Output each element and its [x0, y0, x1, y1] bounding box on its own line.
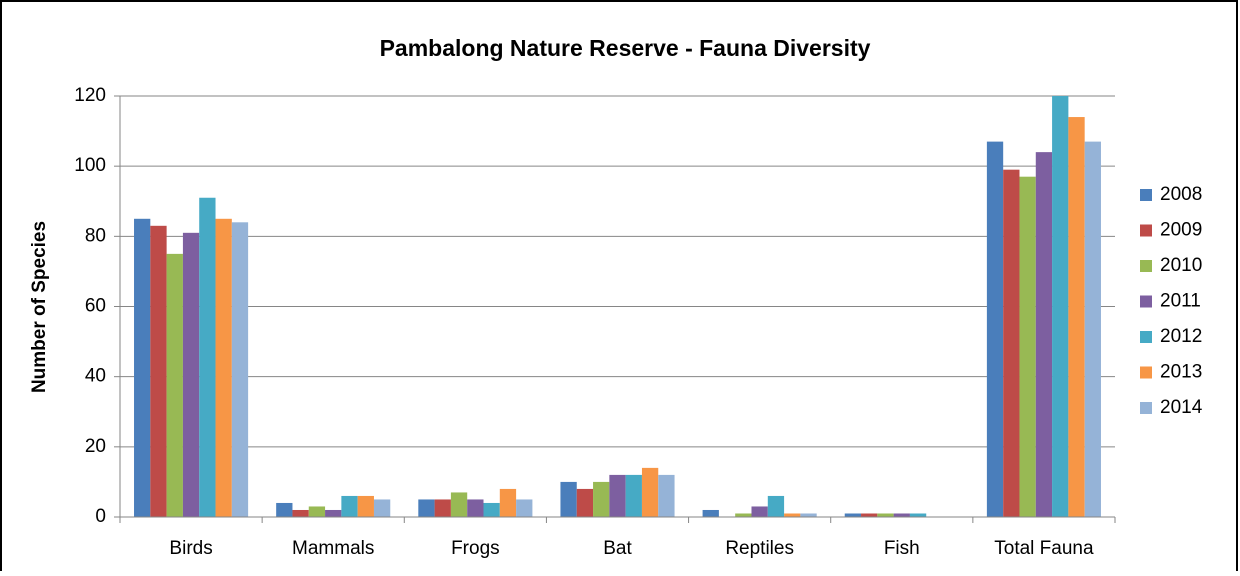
bar [800, 513, 817, 517]
y-tick-label: 120 [74, 85, 106, 106]
bar [467, 499, 484, 517]
bar [325, 509, 342, 517]
y-tick-label: 80 [85, 225, 106, 246]
bar [702, 509, 719, 517]
bar [751, 506, 768, 517]
bar [1052, 96, 1069, 517]
bar [357, 495, 374, 517]
bar [784, 513, 801, 517]
bar [1019, 176, 1036, 518]
bar [593, 481, 610, 517]
bar [625, 474, 642, 517]
legend-swatch [1140, 331, 1152, 343]
legend-label: 2010 [1160, 255, 1202, 276]
legend-label: 2013 [1160, 362, 1202, 383]
legend-swatch [1140, 295, 1152, 308]
bar [215, 218, 232, 517]
bar [182, 232, 200, 517]
y-tick-label: 40 [85, 366, 106, 387]
bar [150, 225, 167, 517]
y-axis-label: Number of Species [29, 221, 50, 393]
bar [658, 474, 675, 517]
y-tick-label: 60 [85, 296, 106, 317]
legend-label: 2011 [1160, 291, 1201, 312]
bar [1035, 152, 1053, 517]
bar [641, 467, 659, 517]
y-tick-label: 20 [85, 436, 106, 457]
x-tick-label: Birds [169, 538, 212, 559]
legend-label: 2008 [1160, 184, 1202, 205]
bar [1068, 117, 1085, 518]
bar [276, 502, 293, 517]
legend-swatch [1140, 402, 1152, 414]
x-tick-label: Bat [603, 538, 632, 559]
bar [134, 218, 151, 517]
bar [1003, 169, 1020, 518]
bar [861, 513, 878, 517]
bar [450, 492, 468, 517]
x-tick-label: Mammals [292, 538, 374, 559]
bar [877, 513, 894, 517]
bar [499, 488, 517, 517]
bar [483, 502, 500, 517]
legend-label: 2012 [1160, 326, 1202, 347]
legend-swatch [1140, 366, 1152, 379]
bar [166, 253, 183, 517]
bar [341, 495, 358, 517]
bar [576, 488, 594, 517]
x-tick-label: Total Fauna [994, 538, 1094, 559]
y-tick-label: 100 [74, 155, 106, 176]
bar [735, 513, 752, 517]
bar [199, 197, 216, 517]
bar [560, 481, 577, 517]
legend-label: 2009 [1160, 220, 1202, 241]
bar [292, 509, 309, 517]
legend-label: 2014 [1160, 397, 1203, 418]
x-tick-label: Fish [884, 538, 920, 559]
bar [844, 513, 862, 517]
x-tick-label: Reptiles [725, 538, 794, 559]
bar [434, 499, 451, 517]
legend-swatch [1140, 260, 1152, 272]
bar [609, 474, 626, 517]
bar [418, 499, 435, 517]
bar [308, 506, 326, 517]
bar [893, 513, 910, 517]
x-tick-label: Frogs [451, 538, 500, 559]
bar [986, 141, 1004, 517]
legend-swatch [1140, 224, 1152, 237]
bar [1084, 141, 1101, 517]
legend-swatch [1140, 189, 1152, 201]
chart-title: Pambalong Nature Reserve - Fauna Diversi… [380, 35, 871, 61]
bar [909, 513, 927, 517]
y-tick-label: 0 [95, 506, 106, 527]
bar [373, 499, 391, 517]
bar [231, 222, 249, 518]
bar [516, 499, 533, 517]
bar [767, 495, 785, 517]
